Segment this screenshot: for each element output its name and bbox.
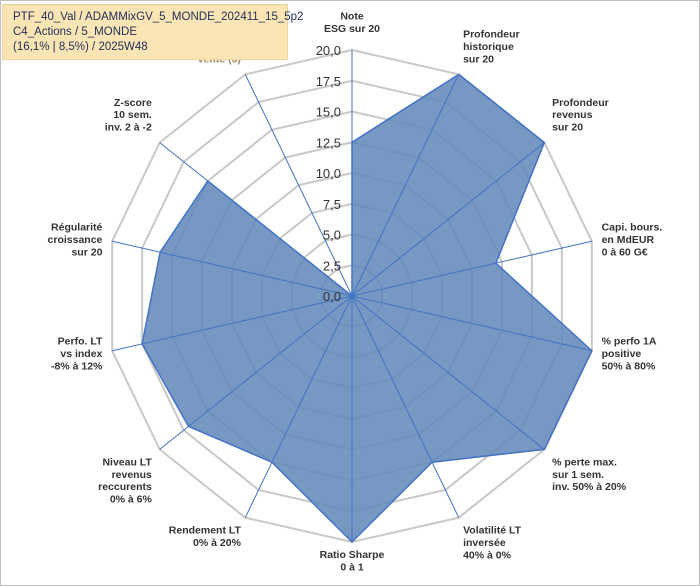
axis-label-line: Z-score bbox=[114, 97, 152, 109]
spoke-layer bbox=[112, 50, 592, 542]
axis-label-line: historique bbox=[463, 41, 514, 53]
axis-spoke bbox=[112, 240, 353, 297]
axis-label-line: 0% à 6% bbox=[110, 494, 153, 506]
axis-label-line: % perte max. bbox=[552, 456, 617, 468]
axis-label-line: 50% à 80% bbox=[602, 360, 656, 372]
axis-label-line: Perfo. LT bbox=[58, 336, 103, 348]
axis-spoke bbox=[351, 240, 592, 297]
axis-spoke bbox=[351, 295, 460, 518]
axis-label-line: 40% à 0% bbox=[463, 549, 512, 561]
axis-spoke bbox=[351, 74, 460, 297]
axis-label: Régularité croissance sur 20 bbox=[48, 222, 103, 259]
axis-label-line: sur 20 bbox=[552, 122, 583, 134]
axis-label-line: Profondeur bbox=[552, 97, 609, 109]
tick-label: 5,0 bbox=[323, 228, 341, 243]
axis-label-line: Niveau LT bbox=[102, 456, 152, 468]
axis-spoke bbox=[159, 142, 353, 297]
axis-label: % perfo 1A positive 50% à 80% bbox=[602, 336, 657, 373]
axis-label-line: sur 20 bbox=[463, 53, 494, 65]
axis-spoke bbox=[351, 295, 545, 450]
axis-label-line: positive bbox=[602, 348, 642, 360]
tick-label: 12,5 bbox=[316, 135, 341, 150]
axis-label-layer: Note ESG sur 20 Profondeur historique sur 20… bbox=[48, 11, 663, 574]
axis-label-line: ESG sur 20 bbox=[324, 23, 380, 35]
axis-spoke bbox=[112, 295, 353, 352]
axis-label-line: Ratio Sharpe bbox=[320, 549, 385, 561]
axis-label-line: inv. 2 à -2 bbox=[105, 122, 152, 134]
axis-label: Note ESG sur 20 bbox=[324, 11, 380, 35]
axis-label: Volatilité LT inversée 40% à 0% bbox=[463, 525, 522, 562]
axis-label-line: reccurents bbox=[98, 481, 152, 493]
axis-label-line: revenus bbox=[552, 109, 592, 121]
axis-label-line: Régularité bbox=[51, 222, 103, 234]
axis-label-line: 10 sem. bbox=[113, 109, 152, 121]
axis-label-line: 0% à 20% bbox=[193, 537, 242, 549]
axis-label-line: Volatilité LT bbox=[463, 525, 522, 537]
tick-label: 10,0 bbox=[316, 166, 341, 181]
title-line-3: (16,1% | 8,5%) / 2025W48 bbox=[13, 41, 148, 53]
axis-label-line: Note bbox=[340, 11, 363, 23]
axis-label-line: vs index bbox=[60, 348, 102, 360]
axis-spoke bbox=[244, 295, 353, 518]
axis-label: Z-score 10 sem. inv. 2 à -2 bbox=[105, 97, 152, 134]
axis-label-line: inv. 50% à 20% bbox=[552, 481, 627, 493]
axis-label: Rendement LT 0% à 20% bbox=[169, 525, 242, 549]
axis-spoke bbox=[351, 142, 545, 297]
tick-label-layer: 0,0 2,5 5,0 7,5 10,0 12,5 15,0 17,5 20,0 bbox=[316, 43, 341, 304]
axis-label: % perte max. sur 1 sem. inv. 50% à 20% bbox=[552, 456, 627, 493]
tick-label: 15,0 bbox=[316, 105, 341, 120]
axis-label: Profondeur revenus sur 20 bbox=[552, 97, 609, 134]
axis-label: Capi. bours. en MdEUR 0 à 60 G€ bbox=[602, 222, 663, 259]
tick-label: 2,5 bbox=[323, 258, 341, 273]
axis-label-line: en MdEUR bbox=[602, 234, 655, 246]
axis-label-line: Profondeur bbox=[463, 29, 520, 41]
axis-label-line: revenus bbox=[112, 469, 152, 481]
axis-label-line: sur 20 bbox=[71, 246, 102, 258]
title-line-2: C4_Actions / 5_MONDE bbox=[13, 26, 137, 38]
tick-label: 20,0 bbox=[316, 43, 341, 58]
axis-label-line: 0 à 1 bbox=[340, 561, 364, 573]
axis-label: Profondeur historique sur 20 bbox=[463, 29, 520, 66]
tick-label: 0,0 bbox=[323, 289, 341, 304]
axis-spoke bbox=[351, 295, 592, 352]
chart-title-box: PTF_40_Val / ADAMMixGV_5_MONDE_202411_15… bbox=[2, 4, 303, 60]
axis-label-line: 0 à 60 G€ bbox=[602, 246, 648, 258]
axis-label: Niveau LT revenus reccurents 0% à 6% bbox=[98, 456, 152, 505]
axis-label: Perfo. LT vs index -8% à 12% bbox=[51, 336, 103, 373]
title-line-1: PTF_40_Val / ADAMMixGV_5_MONDE_202411_15… bbox=[13, 11, 304, 23]
tick-label: 7,5 bbox=[323, 197, 341, 212]
axis-label-line: -8% à 12% bbox=[51, 360, 103, 372]
axis-label-line: sur 1 sem. bbox=[552, 469, 604, 481]
tick-label: 17,5 bbox=[316, 74, 341, 89]
axis-spoke bbox=[159, 295, 353, 450]
axis-label-line: inversée bbox=[463, 537, 506, 549]
axis-label-line: Capi. bours. bbox=[602, 222, 663, 234]
axis-label: Ratio Sharpe 0 à 1 bbox=[320, 549, 385, 573]
axis-spoke bbox=[244, 74, 353, 297]
axis-label-line: croissance bbox=[48, 234, 103, 246]
axis-label-line: Rendement LT bbox=[169, 525, 242, 537]
axis-label-line: % perfo 1A bbox=[602, 336, 657, 348]
